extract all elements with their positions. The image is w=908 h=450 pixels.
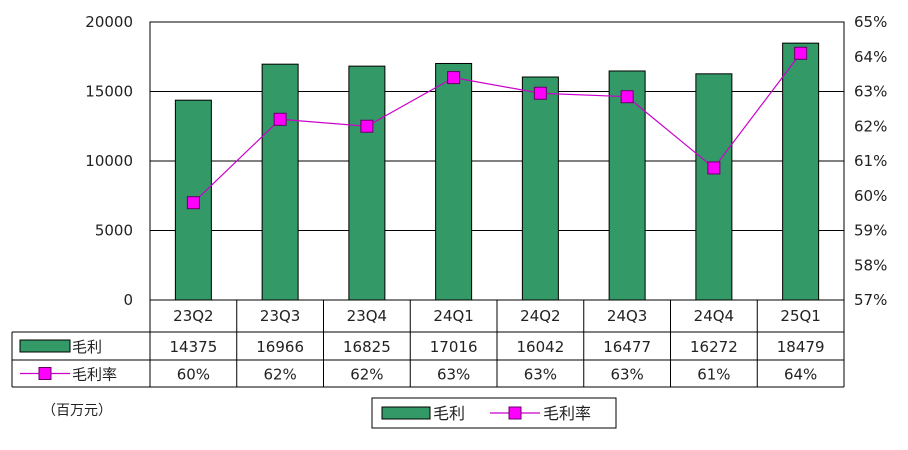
table-cell: 14375	[170, 338, 218, 356]
category-label: 23Q2	[173, 307, 213, 325]
y-left-tick-label: 20000	[85, 13, 133, 31]
unit-note: （百万元）	[42, 403, 112, 419]
y-right-tick-label: 63%	[854, 83, 887, 101]
table-cell: 64%	[784, 366, 817, 384]
legend: 毛利 毛利率	[371, 397, 617, 429]
y-right-tick-label: 57%	[854, 291, 887, 309]
bar	[695, 73, 733, 301]
table-row-label: 毛利	[72, 338, 102, 356]
line-point-marker	[447, 71, 461, 85]
line-point-marker	[620, 90, 634, 104]
table-legend-swatch-marker	[38, 367, 52, 380]
legend-swatch-bar	[381, 406, 431, 420]
bar	[608, 70, 646, 301]
legend-label: 毛利	[433, 404, 465, 423]
category-label: 23Q3	[260, 307, 300, 325]
table-cell: 63%	[437, 366, 470, 384]
gridlines	[150, 91, 844, 231]
line-path	[192, 52, 802, 204]
bar	[261, 63, 299, 301]
table-cell: 60%	[177, 366, 210, 384]
legend-swatch-marker	[508, 406, 522, 420]
table-cell: 16042	[517, 338, 565, 356]
line-series	[186, 46, 808, 210]
line-point-marker	[273, 112, 287, 126]
bar-series	[174, 42, 820, 301]
category-label: 24Q1	[433, 307, 473, 325]
table-cell: 17016	[430, 338, 478, 356]
y-left-tick-label: 5000	[95, 222, 133, 240]
y-right-tick-label: 60%	[854, 187, 887, 205]
y-right-tick-label: 62%	[854, 117, 887, 135]
y-left-tick-label: 0	[123, 291, 133, 309]
table-cell: 62%	[263, 366, 296, 384]
category-label: 24Q2	[520, 307, 560, 325]
table-legend-swatch-bar	[19, 339, 71, 353]
y-left-tick-label: 15000	[85, 83, 133, 101]
line-point-marker	[186, 196, 200, 210]
line-point-marker	[794, 46, 808, 60]
category-label: 25Q1	[780, 307, 820, 325]
category-label: 23Q4	[347, 307, 387, 325]
table-cell: 63%	[524, 366, 557, 384]
line-point-marker	[707, 161, 721, 175]
table-cell: 16272	[690, 338, 738, 356]
line-point-marker	[533, 86, 547, 100]
table-cell: 18479	[777, 338, 825, 356]
category-label: 24Q3	[607, 307, 647, 325]
y-axis-right: 57% 58% 59% 60% 61% 62% 63% 64% 65%	[854, 13, 887, 309]
table-cell: 16477	[603, 338, 651, 356]
y-right-tick-label: 59%	[854, 222, 887, 240]
category-label: 24Q4	[694, 307, 734, 325]
bar	[435, 62, 473, 301]
y-axis-left: 0 5000 10000 15000 20000	[85, 13, 133, 309]
table-cell: 16966	[256, 338, 304, 356]
table-cell: 16825	[343, 338, 391, 356]
y-right-tick-label: 61%	[854, 152, 887, 170]
bar	[348, 65, 386, 301]
y-right-tick-label: 65%	[854, 13, 887, 31]
legend-label: 毛利率	[543, 404, 591, 423]
line-point-marker	[360, 119, 374, 133]
bar	[521, 76, 559, 301]
bar	[782, 42, 820, 301]
y-right-tick-label: 64%	[854, 48, 887, 66]
table-cell: 63%	[610, 366, 643, 384]
y-right-tick-label: 58%	[854, 256, 887, 274]
table-cell: 61%	[697, 366, 730, 384]
y-left-tick-label: 10000	[85, 152, 133, 170]
table-row-label: 毛利率	[72, 366, 117, 384]
data-table: 23Q2 23Q3 23Q4 24Q1 24Q2 24Q3 24Q4 25Q1 毛利 14375 1…	[11, 299, 845, 388]
table-cell: 62%	[350, 366, 383, 384]
